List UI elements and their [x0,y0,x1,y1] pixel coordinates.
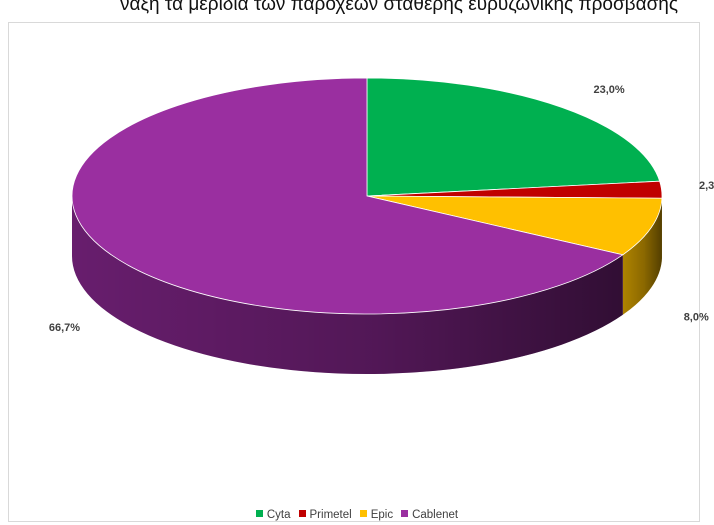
pie-labels: 23,0% 2,3% 8,0% 66,7% [49,84,714,334]
pie-slice-cablenet[interactable] [71,77,624,315]
legend: Cyta Primetel Epic Cablenet [0,509,714,521]
pie-side-shade-cablenet [72,196,623,375]
pie-side-shade-epic [622,198,662,315]
legend-swatch-primetel [298,510,306,517]
data-label-cablenet: 66,7% [49,322,80,334]
legend-label-primetel: Primetel [309,509,352,521]
header-strip: ναξη τα μερίδια των παροχέων σταθερής ευ… [0,0,714,22]
pie-tops [71,77,663,315]
pie-slice-cyta[interactable] [366,77,661,197]
legend-label-cablenet: Cablenet [412,509,459,521]
legend-item-cyta[interactable]: Cyta [255,509,291,521]
legend-item-epic[interactable]: Epic [359,509,394,521]
pie-slice-epic[interactable] [366,195,663,256]
legend-item-primetel[interactable]: Primetel [298,509,352,521]
legend-label-epic: Epic [370,509,394,521]
legend-item-cablenet[interactable]: Cablenet [401,509,458,521]
legend-swatch-cablenet [401,510,409,517]
data-label-cyta: 23,0% [594,84,625,96]
data-label-primetel: 2,3% [699,180,714,192]
data-label-epic: 8,0% [684,312,709,324]
legend-label-cyta: Cyta [266,509,291,521]
legend-swatch-cyta [255,510,263,517]
header-text: ναξη τα μερίδια των παροχέων σταθερής ευ… [120,0,679,15]
legend-swatch-epic [359,510,367,517]
pie-sides [72,196,663,375]
